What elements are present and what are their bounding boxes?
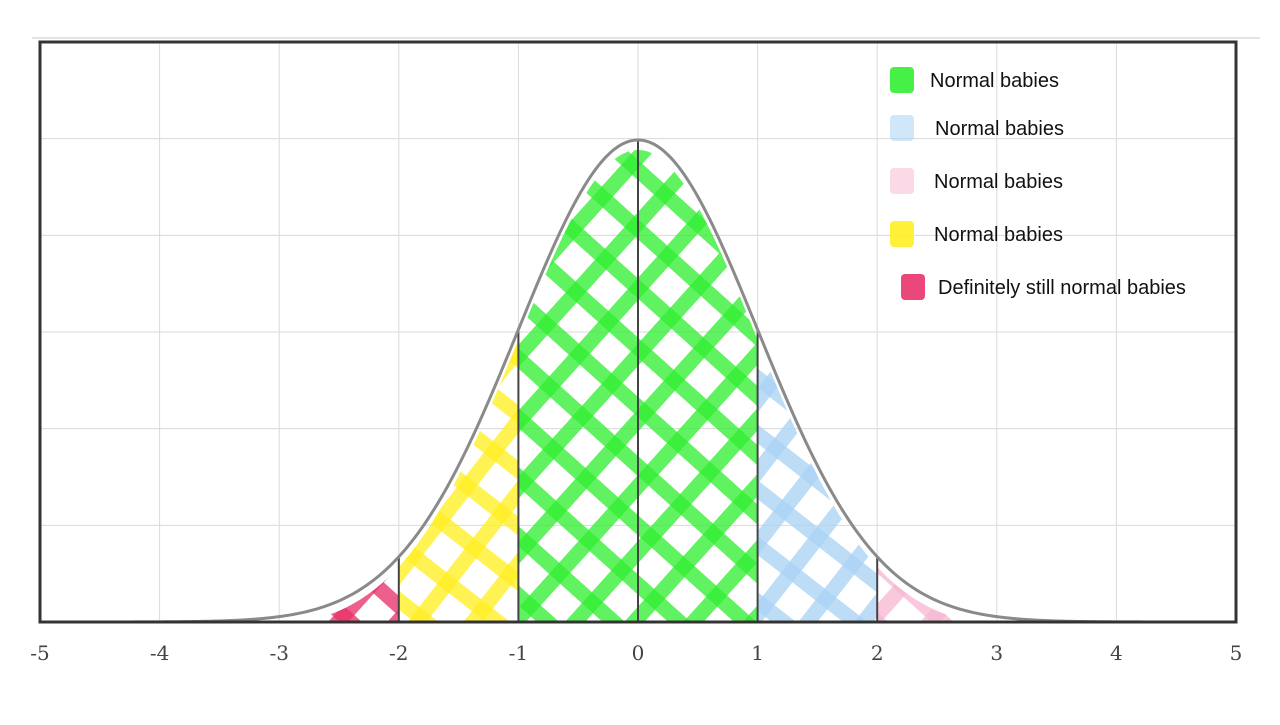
legend-swatch <box>890 67 914 93</box>
region-3 <box>398 339 519 622</box>
legend-swatch <box>890 221 914 247</box>
x-tick-label: -2 <box>389 641 408 665</box>
x-tick-label: 2 <box>871 641 884 665</box>
plot-frame <box>38 40 1238 624</box>
legend-label: Normal babies <box>934 224 1063 246</box>
region-4 <box>303 566 399 623</box>
region-1 <box>757 339 878 622</box>
x-tick-label: 4 <box>1110 641 1123 665</box>
legend-swatch <box>890 115 914 141</box>
x-tick-label: -3 <box>269 641 288 665</box>
x-tick-label: 1 <box>751 641 764 665</box>
normal-curve-line <box>40 138 1236 624</box>
legend-swatch <box>901 274 925 300</box>
x-tick-label: 0 <box>632 641 645 665</box>
legend-label: Normal babies <box>935 118 1064 140</box>
legend-label: Normal babies <box>934 171 1063 193</box>
legend-label: Definitely still normal babies <box>938 277 1186 299</box>
region-2 <box>877 566 973 623</box>
x-tick-label: -5 <box>30 641 49 665</box>
x-tick-label: 5 <box>1230 641 1243 665</box>
legend-swatch <box>890 168 914 194</box>
x-tick-label: 3 <box>990 641 1003 665</box>
legend-label: Normal babies <box>930 70 1059 92</box>
x-tick-label: -4 <box>150 641 169 665</box>
x-tick-label: -1 <box>509 641 528 665</box>
